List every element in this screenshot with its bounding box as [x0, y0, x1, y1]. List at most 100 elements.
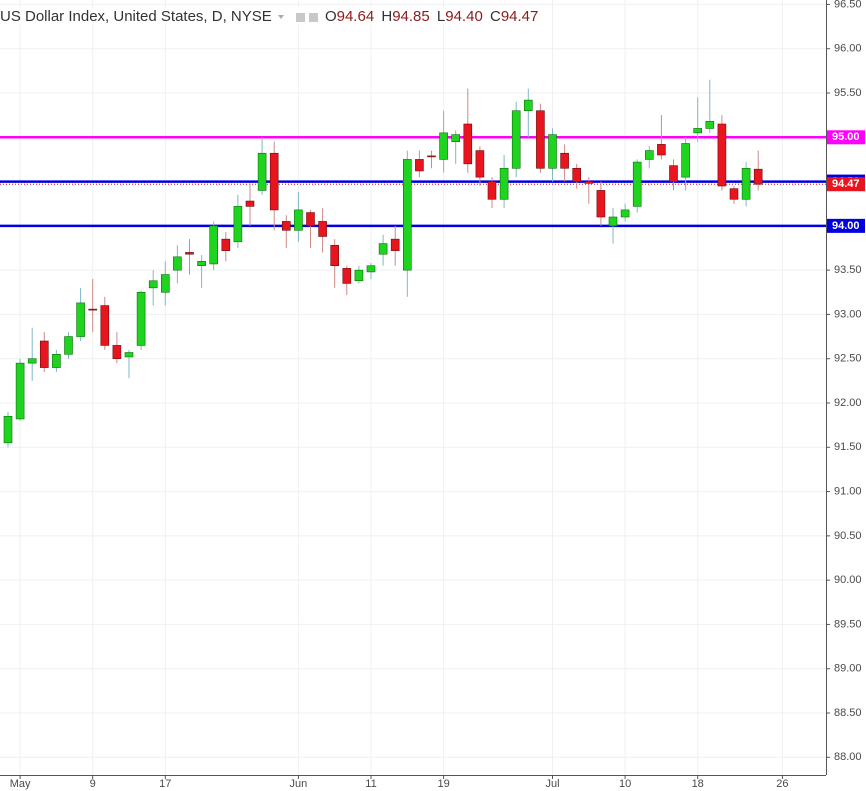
x-tick-label: 19 [437, 778, 449, 790]
candle-body [209, 225, 218, 265]
candle-body [572, 167, 582, 182]
candle-body [100, 305, 110, 346]
x-tick-label: 11 [365, 778, 376, 790]
candle-body [427, 155, 436, 158]
candle-body [632, 161, 642, 207]
candle-body [148, 280, 158, 289]
candle-body [487, 181, 497, 200]
y-tick-label: 88.50 [834, 707, 862, 719]
candle-body [173, 256, 182, 271]
candle-body [197, 260, 206, 267]
level-label: 95.00 [832, 131, 860, 143]
y-tick-label: 92.00 [834, 397, 862, 409]
candle-body [354, 269, 364, 282]
y-tick-label: 92.50 [834, 353, 862, 365]
candle-body [27, 358, 37, 364]
candle-body [511, 110, 521, 169]
candle-body [161, 274, 170, 293]
candle-body [185, 252, 194, 255]
chart-header: US Dollar Index, United States, D, NYSE … [0, 8, 543, 25]
candle-body [318, 221, 327, 237]
ohlc-letter: O [324, 8, 337, 25]
candle-body [221, 238, 231, 251]
last-price-box [827, 177, 865, 192]
chart-title: US Dollar Index, United States, D, NYSE [0, 8, 272, 25]
candle-body [52, 353, 61, 368]
y-tick-label: 93.50 [834, 264, 862, 276]
x-tick-label: Jun [290, 778, 308, 790]
candle-body [378, 243, 388, 255]
candle-body [729, 188, 739, 200]
candle-body [608, 216, 618, 227]
level-label-box [827, 218, 865, 233]
candle-body [536, 110, 545, 169]
candle-body [560, 152, 569, 169]
candle-body [681, 143, 690, 178]
candle-body [112, 345, 122, 360]
candle-body [366, 265, 376, 273]
x-tick-label: 9 [90, 778, 96, 790]
candle-body [88, 308, 97, 311]
ohlc-value: 94.64 [336, 8, 375, 25]
candle-body [548, 134, 557, 169]
candle-body [644, 150, 654, 160]
x-tick-label: 18 [692, 778, 704, 790]
candle-body [741, 167, 751, 200]
x-tick-label: Jul [545, 778, 559, 790]
candle-body [475, 150, 485, 178]
ohlc-value: 94.85 [392, 8, 430, 25]
candle-body [620, 209, 630, 218]
y-tick-label: 88.00 [834, 751, 862, 763]
y-tick-label: 89.50 [834, 618, 862, 630]
candles [3, 79, 763, 448]
ohlc-value: 94.47 [500, 8, 539, 25]
candle-body [499, 167, 509, 200]
candle-body [523, 99, 533, 112]
candle-body [463, 123, 473, 165]
ohlc-letter: L [436, 8, 446, 25]
candle-body [717, 123, 727, 187]
levels [0, 136, 826, 228]
candle-body [306, 212, 315, 227]
y-tick-label: 90.50 [834, 530, 862, 542]
visibility-icon[interactable] [308, 12, 318, 22]
settings-icon[interactable] [295, 12, 305, 22]
candle-body [390, 238, 400, 251]
candle-body [330, 245, 340, 267]
candle-body [64, 336, 73, 355]
y-tick-label: 95.50 [834, 87, 862, 99]
y-tick-label: 96.50 [834, 0, 862, 10]
x-tick-label: 10 [619, 778, 631, 790]
candle-body [693, 128, 703, 134]
y-tick-label: 91.00 [834, 485, 862, 497]
x-tick-label: 26 [776, 778, 788, 790]
candle-body [415, 159, 424, 172]
y-tick-label: 93.00 [834, 308, 862, 320]
candle-body [136, 291, 146, 346]
candle-body [15, 362, 25, 420]
y-tick-label: 96.00 [834, 43, 862, 55]
candle-body [257, 152, 267, 191]
candle-body [753, 168, 763, 185]
candle-body [657, 144, 666, 156]
level-label-box [827, 130, 865, 145]
candle-body [596, 190, 606, 218]
candle-body [584, 181, 594, 184]
candle-body [76, 302, 85, 337]
candle-body [669, 165, 678, 182]
y-tick-label: 90.00 [834, 574, 862, 586]
candle-body [3, 415, 13, 444]
candle-body [705, 121, 715, 129]
ohlc-letter: H [381, 8, 393, 25]
candle-body [39, 340, 49, 368]
candle-body [402, 159, 412, 271]
x-tick-label: May [10, 778, 31, 790]
candle-body [451, 134, 461, 143]
dropdown-caret[interactable] [277, 15, 284, 20]
y-tick-label: 89.00 [834, 663, 862, 675]
candle-body [124, 352, 134, 358]
candle-body [281, 221, 291, 231]
